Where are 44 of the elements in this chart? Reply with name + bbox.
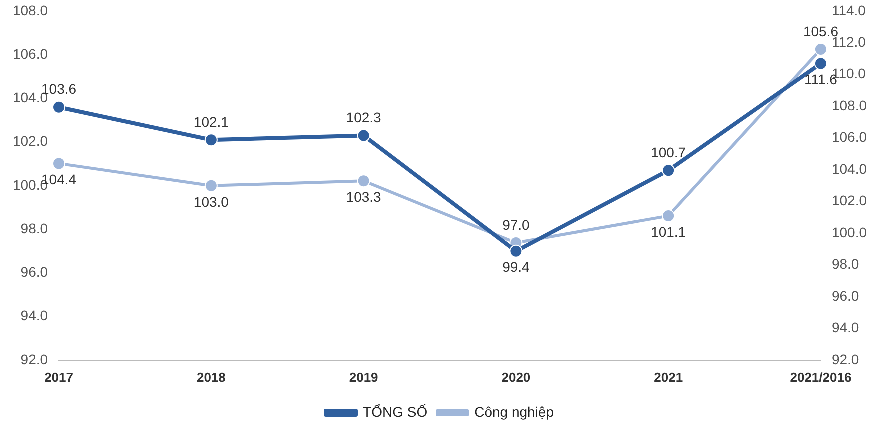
point <box>662 164 676 178</box>
y2-tick-label: 114.0 <box>832 2 866 18</box>
x-tick-label: 2017 <box>44 370 74 385</box>
data-label: 102.1 <box>194 114 230 130</box>
x-tick-label: 2021 <box>654 370 684 385</box>
point <box>814 57 828 70</box>
data-label: 97.0 <box>502 216 530 233</box>
y2-tick-label: 106.0 <box>832 129 868 146</box>
y2-tick-label: 104.0 <box>832 160 868 177</box>
y-tick-label: 92.0 <box>20 351 48 368</box>
data-label: 100.7 <box>651 144 686 160</box>
legend-label: TỔNG SỐ <box>363 404 428 420</box>
y-tick-label: 96.0 <box>20 264 48 280</box>
point <box>52 100 66 114</box>
y2-tick-label: 108.0 <box>832 97 868 114</box>
point <box>204 179 218 192</box>
x-tick-label: 2019 <box>349 370 378 385</box>
point <box>52 157 66 170</box>
point <box>814 42 828 56</box>
y-tick-label: 98.0 <box>20 220 48 236</box>
y2-tick-label: 98.0 <box>832 256 860 272</box>
data-label: 101.1 <box>651 224 686 240</box>
point <box>510 244 523 258</box>
y2-tick-label: 102.0 <box>832 192 868 209</box>
point <box>662 210 676 223</box>
point <box>357 174 370 188</box>
data-label: 102.3 <box>346 110 382 126</box>
x-tick-label: 2021/2016 <box>790 370 852 385</box>
y2-tick-label: 94.0 <box>832 320 860 336</box>
y2-tick-label: 100.0 <box>832 224 868 240</box>
data-label: 103.0 <box>194 194 230 210</box>
point <box>357 129 370 142</box>
y-tick-label: 102.0 <box>12 133 48 150</box>
data-label: 103.3 <box>346 189 382 205</box>
point <box>204 134 218 147</box>
data-label: 99.4 <box>502 259 530 276</box>
y-tick-label: 108.0 <box>12 2 48 18</box>
y2-tick-label: 92.0 <box>832 351 860 368</box>
x-tick-label: 2018 <box>196 370 226 385</box>
legend-label: Công nghiệp <box>474 404 554 420</box>
y2-tick-label: 96.0 <box>832 288 860 304</box>
y-tick-label: 106.0 <box>12 46 48 62</box>
x-tick-label: 2020 <box>502 370 531 385</box>
y-tick-label: 94.0 <box>20 308 48 324</box>
